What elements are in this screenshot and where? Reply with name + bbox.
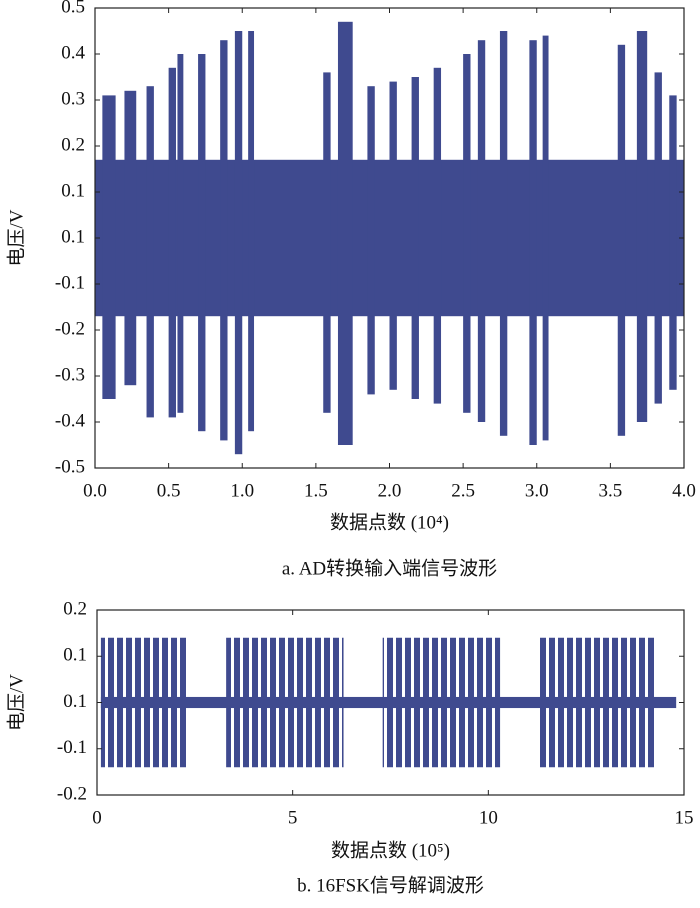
- y-tick-label: -0.1: [55, 272, 85, 293]
- burst: [102, 95, 116, 400]
- burst: [433, 67, 442, 404]
- y-tick-label: 0.2: [63, 598, 87, 619]
- burst: [220, 40, 228, 441]
- burst: [636, 31, 648, 422]
- x-tick-label: 4.0: [672, 480, 696, 501]
- burst: [389, 81, 397, 390]
- y-tick-label: -0.4: [55, 410, 86, 431]
- x-tick-label: 0.5: [157, 480, 181, 501]
- x-tick-label: 1.0: [230, 480, 254, 501]
- y-tick-label: 0.3: [61, 88, 85, 109]
- burst: [337, 21, 353, 446]
- burst: [177, 54, 184, 413]
- caption: a. AD转换输入端信号波形: [282, 557, 497, 579]
- y-tick-label: -0.2: [55, 318, 85, 339]
- burst: [411, 77, 419, 399]
- x-tick-label: 1.5: [304, 480, 328, 501]
- burst: [617, 44, 626, 436]
- y-axis-title: 电压/V: [5, 674, 27, 731]
- burst: [124, 90, 137, 386]
- caption: b. 16FSK信号解调波形: [297, 874, 484, 896]
- burst: [248, 31, 255, 432]
- y-tick-label: 0.1: [63, 645, 87, 666]
- burst: [198, 54, 206, 432]
- burst: [323, 72, 331, 413]
- burst: [463, 54, 471, 413]
- burst: [499, 31, 508, 436]
- x-tick-label: 0.0: [83, 480, 107, 501]
- x-tick-label: 5: [288, 807, 298, 828]
- x-tick-label: 2.0: [378, 480, 402, 501]
- y-tick-label: 0.1: [61, 226, 85, 247]
- burst: [226, 637, 344, 768]
- burst: [234, 31, 243, 455]
- burst: [367, 86, 375, 395]
- y-tick-label: -0.1: [57, 737, 87, 758]
- y-tick-label: 0.2: [61, 134, 85, 155]
- burst: [529, 40, 537, 445]
- burst: [654, 72, 662, 404]
- burst: [168, 67, 176, 418]
- y-tick-label: 0.4: [61, 42, 85, 63]
- x-axis-title: 数据点数 (10⁴): [330, 511, 449, 533]
- burst: [100, 637, 188, 768]
- x-tick-label: 3.0: [525, 480, 549, 501]
- y-tick-label: 0.5: [61, 0, 85, 17]
- burst: [539, 637, 657, 768]
- burst: [382, 637, 501, 768]
- y-axis-title: 电压/V: [5, 209, 27, 266]
- y-tick-label: -0.5: [55, 456, 85, 477]
- y-tick-label: -0.3: [55, 364, 85, 385]
- x-axis-title: 数据点数 (10⁵): [331, 839, 450, 861]
- x-tick-label: 0: [92, 807, 102, 828]
- burst: [477, 40, 486, 422]
- burst: [146, 86, 154, 418]
- y-tick-label: 0.1: [63, 691, 87, 712]
- y-tick-label: -0.2: [57, 783, 87, 804]
- burst: [542, 35, 549, 441]
- burst: [669, 95, 677, 390]
- x-tick-label: 10: [479, 807, 498, 828]
- x-tick-label: 15: [675, 807, 694, 828]
- x-tick-label: 3.5: [599, 480, 623, 501]
- y-tick-label: 0.1: [61, 180, 85, 201]
- x-tick-label: 2.5: [451, 480, 475, 501]
